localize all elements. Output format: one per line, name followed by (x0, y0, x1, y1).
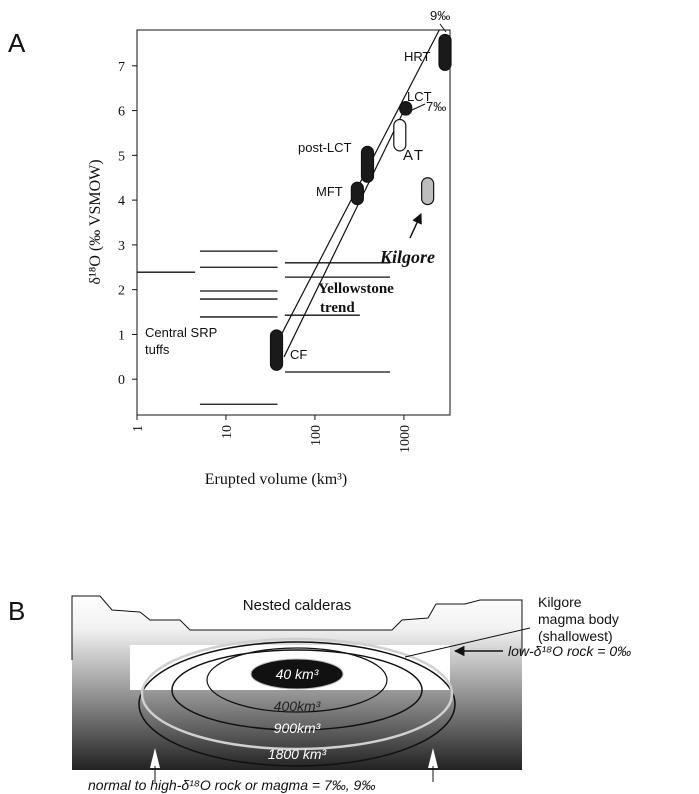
y-tick-label: 5 (118, 149, 125, 164)
topography (71, 595, 523, 660)
y-tick-label: 1 (118, 328, 125, 343)
range-capsule (360, 145, 375, 183)
volume-label: 400km³ (274, 698, 321, 714)
y-tick-label: 2 (118, 284, 125, 299)
kilgore-label: Kilgore (538, 594, 582, 610)
y-axis-label: δ¹⁸O (‰ VSMOW) (87, 159, 104, 284)
range-capsule (350, 181, 364, 206)
range-label: LCT (407, 89, 432, 104)
low-rock-label: low-δ¹⁸O rock = 0‰ (508, 643, 631, 659)
annotation: 7‰ (426, 99, 446, 114)
range-label: HRT (404, 49, 431, 64)
volume-1800 (138, 641, 456, 767)
range-label: CF (290, 347, 307, 362)
panel-a: A δ¹⁸O (‰ VSMOW) Erupted volume (km³) 9‰… (8, 8, 452, 488)
plot-frame (136, 29, 451, 416)
range-capsule (399, 101, 413, 116)
volume-900 (140, 637, 454, 751)
x-tick-label: 100 (309, 425, 324, 446)
volume-inner (206, 647, 388, 713)
x-axis-label: Erupted volume (km³) (205, 471, 348, 488)
range-label: AT (403, 147, 425, 164)
arrow (409, 213, 422, 239)
panel-label: A (8, 28, 26, 58)
range-label: post-LCT (298, 140, 352, 155)
y-tick-label: 7 (118, 60, 125, 75)
range-capsule (421, 177, 435, 206)
normal-rock-label: normal to high-δ¹⁸O rock or magma = 7‰, … (88, 777, 375, 793)
leader-line (404, 627, 531, 658)
trend-line (280, 29, 440, 335)
trend-line (283, 110, 405, 358)
volume-label: 900km³ (274, 720, 321, 736)
volume-40 (250, 658, 344, 690)
panel-label: B (8, 596, 25, 626)
kilgore-label: magma body (538, 611, 619, 627)
annotation: Yellowstone (318, 281, 394, 297)
y-tick-label: 0 (118, 373, 125, 388)
x-tick-label: 1 (131, 425, 146, 432)
volume-label: 1800 km³ (268, 746, 327, 762)
annotation: 9‰ (430, 8, 450, 23)
kilgore-label: (shallowest) (538, 628, 613, 644)
annotation: Central SRP (145, 325, 217, 340)
y-tick-label: 4 (118, 194, 125, 209)
x-tick-label: 1000 (398, 425, 413, 453)
range-label: MFT (316, 184, 343, 199)
range-capsule (393, 118, 407, 152)
surface-cover (72, 593, 522, 630)
range-capsule (438, 33, 452, 71)
x-tick-label: 10 (220, 425, 235, 439)
volume-400 (171, 649, 423, 731)
volume-label: 40 km³ (276, 666, 319, 682)
y-tick-label: 6 (118, 105, 125, 120)
range-capsule (269, 329, 284, 371)
panel-b: B 40 km³ 400km³ 900km³ 1800 km³ Nested c… (8, 593, 631, 793)
range-label: Kilgore (379, 247, 435, 267)
y-tick-label: 3 (118, 239, 125, 254)
leader-line (411, 103, 426, 111)
annotation: tuffs (145, 342, 170, 357)
caldera-label: Nested calderas (243, 597, 351, 614)
annotation: trend (320, 300, 355, 316)
leader-line (439, 23, 447, 33)
